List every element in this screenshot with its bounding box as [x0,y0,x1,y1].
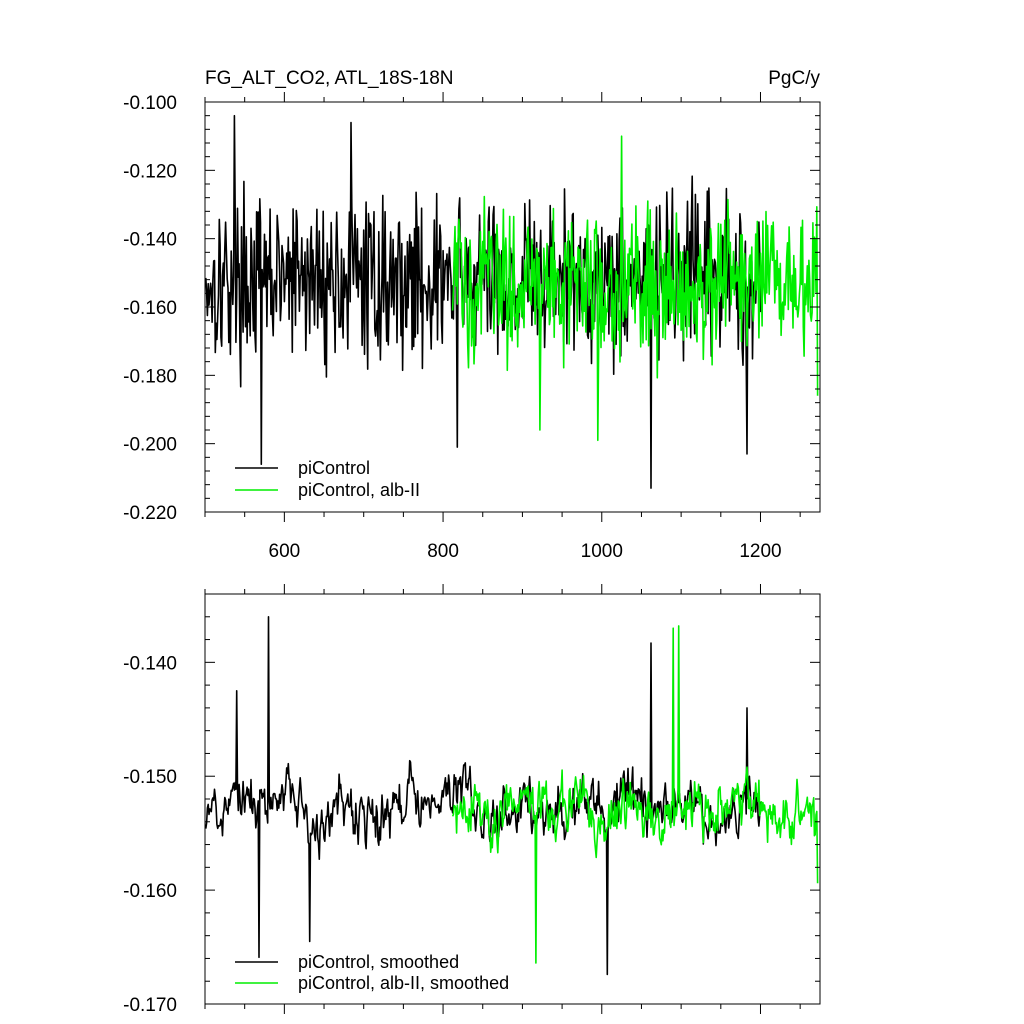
legend-label-picontrol-alb-ii: piControl, alb-II [298,480,420,500]
x-tick-label: 800 [427,541,459,562]
top-panel: FG_ALT_CO2, ATL_18S-18N PgC/y -0.220-0.2… [123,68,821,562]
top-panel-series [205,114,819,489]
y-tick-label: -0.170 [123,995,177,1016]
top-panel-legend: piControl piControl, alb-II [235,458,420,500]
legend-label-picontrol-alb-ii-smoothed: piControl, alb-II, smoothed [298,973,509,993]
top-panel-y-axis: -0.220 -0.200 -0.180 -0.160 -0.140 -0.120 -0.1… [123,93,820,524]
top-panel-x-axis: 600 800 1000 1200 [204,92,801,562]
y-tick-label: -0.140 [123,653,177,674]
bottom-panel-plot-frame [204,593,821,1005]
x-tick-label: 600 [269,541,301,562]
bottom-panel-legend: piControl, smoothed piControl, alb-II, s… [235,952,509,993]
y-tick-label: -0.160 [123,881,177,902]
y-tick-label: -0.140 [123,230,177,251]
series-line-picontrol-alb-ii [451,135,819,442]
series-line-picontrol-alb-ii-smoothed [451,625,819,964]
legend-label-picontrol: piControl [298,458,370,478]
bottom-panel-y-axis: -0.170 -0.160 -0.150 -0.140 [123,616,820,1016]
y-tick-label: -0.200 [123,435,177,456]
y-tick-label: -0.150 [123,767,177,788]
x-tick-label: 1200 [739,541,781,562]
top-panel-units: PgC/y [768,68,820,89]
y-tick-label: -0.120 [123,161,177,182]
y-tick-label: -0.160 [123,298,177,319]
y-tick-label: -0.180 [123,366,177,387]
top-panel-title: FG_ALT_CO2, ATL_18S-18N [205,68,454,89]
bottom-panel-x-axis [204,584,801,1014]
legend-label-picontrol-smoothed: piControl, smoothed [298,952,459,972]
bottom-panel: -0.170 -0.160 -0.150 -0.140 piControl, smoo… [123,584,821,1016]
y-tick-label: -0.220 [123,503,177,524]
y-tick-label: -0.100 [123,93,177,114]
x-tick-label: 1000 [581,541,623,562]
bottom-panel-series [205,616,819,976]
